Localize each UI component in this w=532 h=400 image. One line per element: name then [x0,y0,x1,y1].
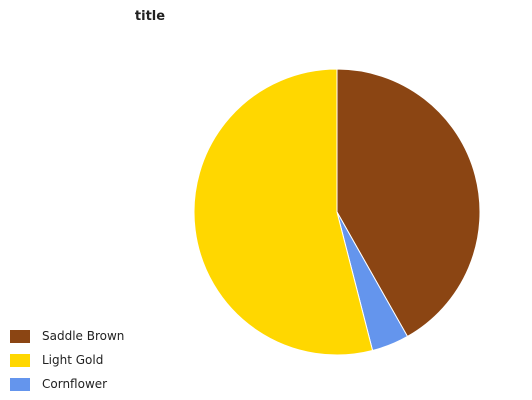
legend-swatch-cornflower [10,377,30,391]
legend-item-light-gold: Light Gold [10,348,124,372]
legend-label-cornflower: Cornflower [42,377,108,391]
chart-title: title [134,9,166,24]
legend-swatch-light-gold [10,353,30,367]
legend-swatch-saddle-brown [10,329,30,343]
pie-slice-light-gold [193,68,374,356]
legend-label-saddle-brown: Saddle Brown [42,329,125,343]
legend-label-light-gold: Light Gold [42,353,104,367]
legend-item-cornflower: Cornflower [10,372,124,396]
pie-slice-saddle-brown [336,68,481,338]
legend: Saddle Brown Light Gold Cornflower [10,324,124,396]
legend-item-saddle-brown: Saddle Brown [10,324,124,348]
